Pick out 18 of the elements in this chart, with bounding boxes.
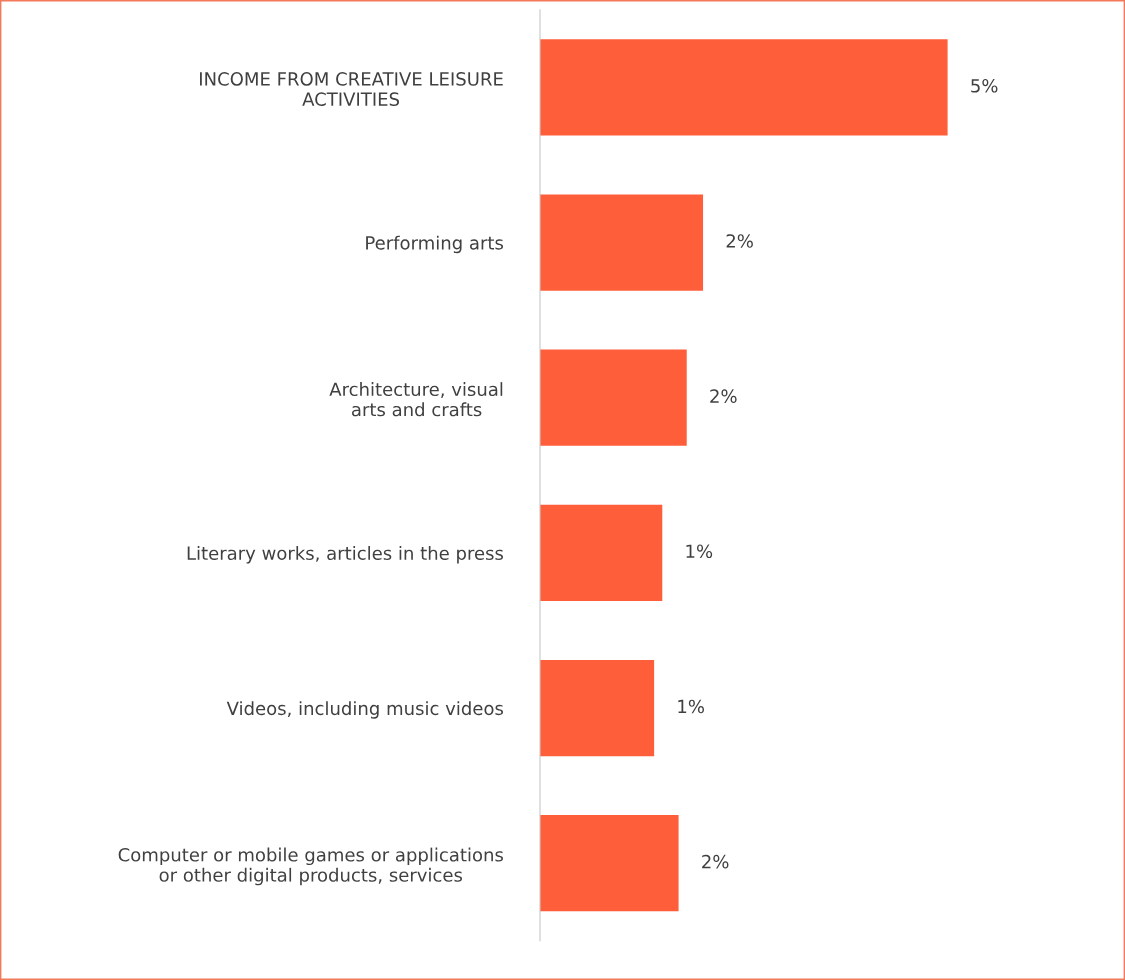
data-label: 1% — [686, 544, 713, 559]
bar — [540, 194, 704, 291]
bar — [540, 39, 948, 136]
y-tick-label: Architecture, visual arts and crafts — [329, 382, 503, 417]
data-label: 2% — [710, 389, 737, 403]
y-tick-label: Computer or mobile games or applications or other digital products, services — [118, 847, 504, 886]
y-tick-label: Videos, including music videos — [226, 701, 504, 719]
y-tick-label: INCOME FROM CREATIVE LEISURE ACTIVITIES — [200, 72, 503, 106]
data-label: 2% — [726, 234, 753, 248]
y-tick-label: Literary works, articles in the press — [187, 546, 504, 564]
bar — [540, 349, 687, 446]
bar — [540, 504, 663, 601]
data-label: 2% — [702, 854, 729, 869]
data-label: 1% — [678, 699, 704, 714]
bar — [540, 815, 679, 912]
data-label: 5% — [971, 78, 998, 93]
bar — [540, 659, 655, 757]
y-tick-label: Performing arts — [366, 235, 504, 254]
